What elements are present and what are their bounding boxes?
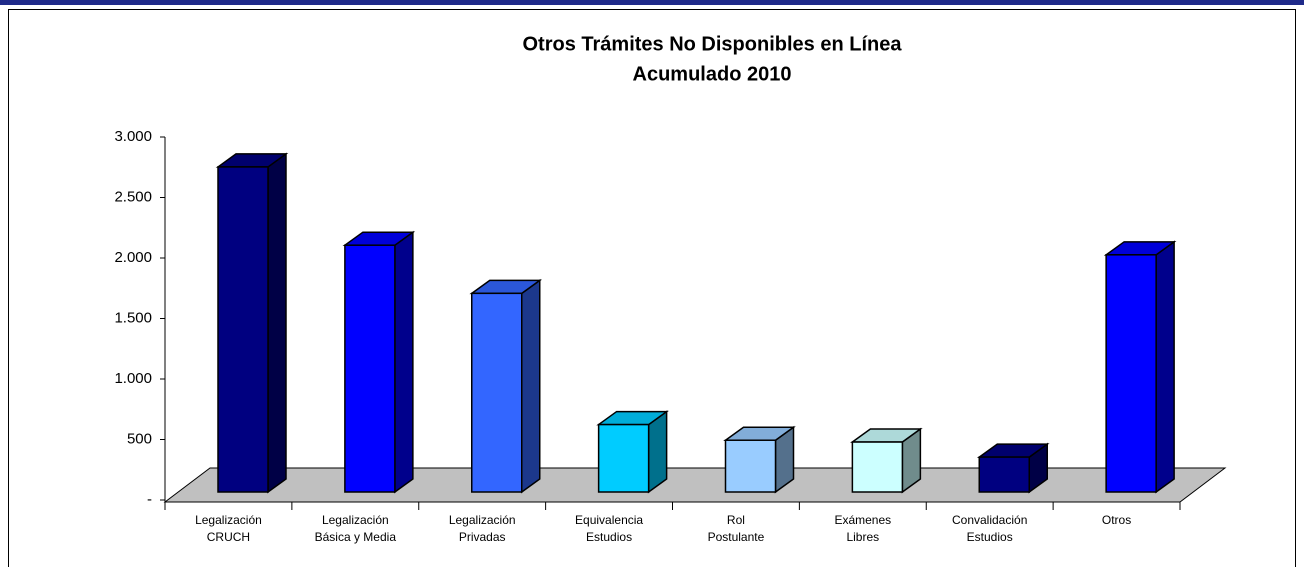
bar-front <box>471 292 523 493</box>
y-tick-label: 2.000 <box>114 249 152 266</box>
x-tick-label: Estudios <box>967 530 1013 544</box>
bar-front <box>724 439 777 493</box>
y-tick-label: 3.000 <box>114 128 152 145</box>
x-tick-label: Estudios <box>586 530 632 544</box>
bar-front <box>1105 254 1157 493</box>
y-tick-label: 1.000 <box>114 370 152 387</box>
bar <box>215 152 289 494</box>
bar-front <box>597 423 650 493</box>
x-tick-label: Rol <box>727 513 745 527</box>
top-band <box>0 0 1304 5</box>
x-tick-label: Postulante <box>708 530 765 544</box>
bar <box>1103 240 1177 494</box>
bar <box>723 425 796 494</box>
bar <box>850 427 923 494</box>
y-tick-label: 500 <box>127 430 152 447</box>
bar-side <box>647 410 668 494</box>
chart-title: Otros Trámites No Disponibles en Línea <box>523 33 903 55</box>
bar-front <box>217 166 269 493</box>
x-tick-label: CRUCH <box>207 530 250 544</box>
bar <box>596 410 669 494</box>
bar <box>469 278 543 494</box>
y-tick-label: 2.500 <box>114 188 152 205</box>
x-tick-label: Legalización <box>322 513 389 527</box>
y-tick-label: 1.500 <box>114 309 152 326</box>
x-tick-label: Otros <box>1102 513 1131 527</box>
x-tick-label: Equivalencia <box>575 513 643 527</box>
chart-subtitle: Acumulado 2010 <box>633 63 792 85</box>
bar-side <box>394 230 414 494</box>
bar <box>976 442 1050 494</box>
x-tick-label: Básica y Media <box>315 530 397 544</box>
x-tick-label: Exámenes <box>834 513 891 527</box>
bar <box>342 230 416 494</box>
x-tick-label: Privadas <box>459 530 506 544</box>
x-tick-label: Legalización <box>195 513 262 527</box>
x-tick-label: Libres <box>846 530 879 544</box>
floor <box>163 467 1227 503</box>
y-tick-label: - <box>147 491 152 508</box>
bar-front <box>851 441 904 493</box>
bar-side <box>521 278 541 494</box>
x-tick-label: Legalización <box>449 513 516 527</box>
bar-front <box>978 456 1030 493</box>
bar-side <box>1155 240 1175 494</box>
bar-side <box>267 152 287 494</box>
bar-front <box>344 244 396 493</box>
x-tick-label: Convalidación <box>952 513 1027 527</box>
